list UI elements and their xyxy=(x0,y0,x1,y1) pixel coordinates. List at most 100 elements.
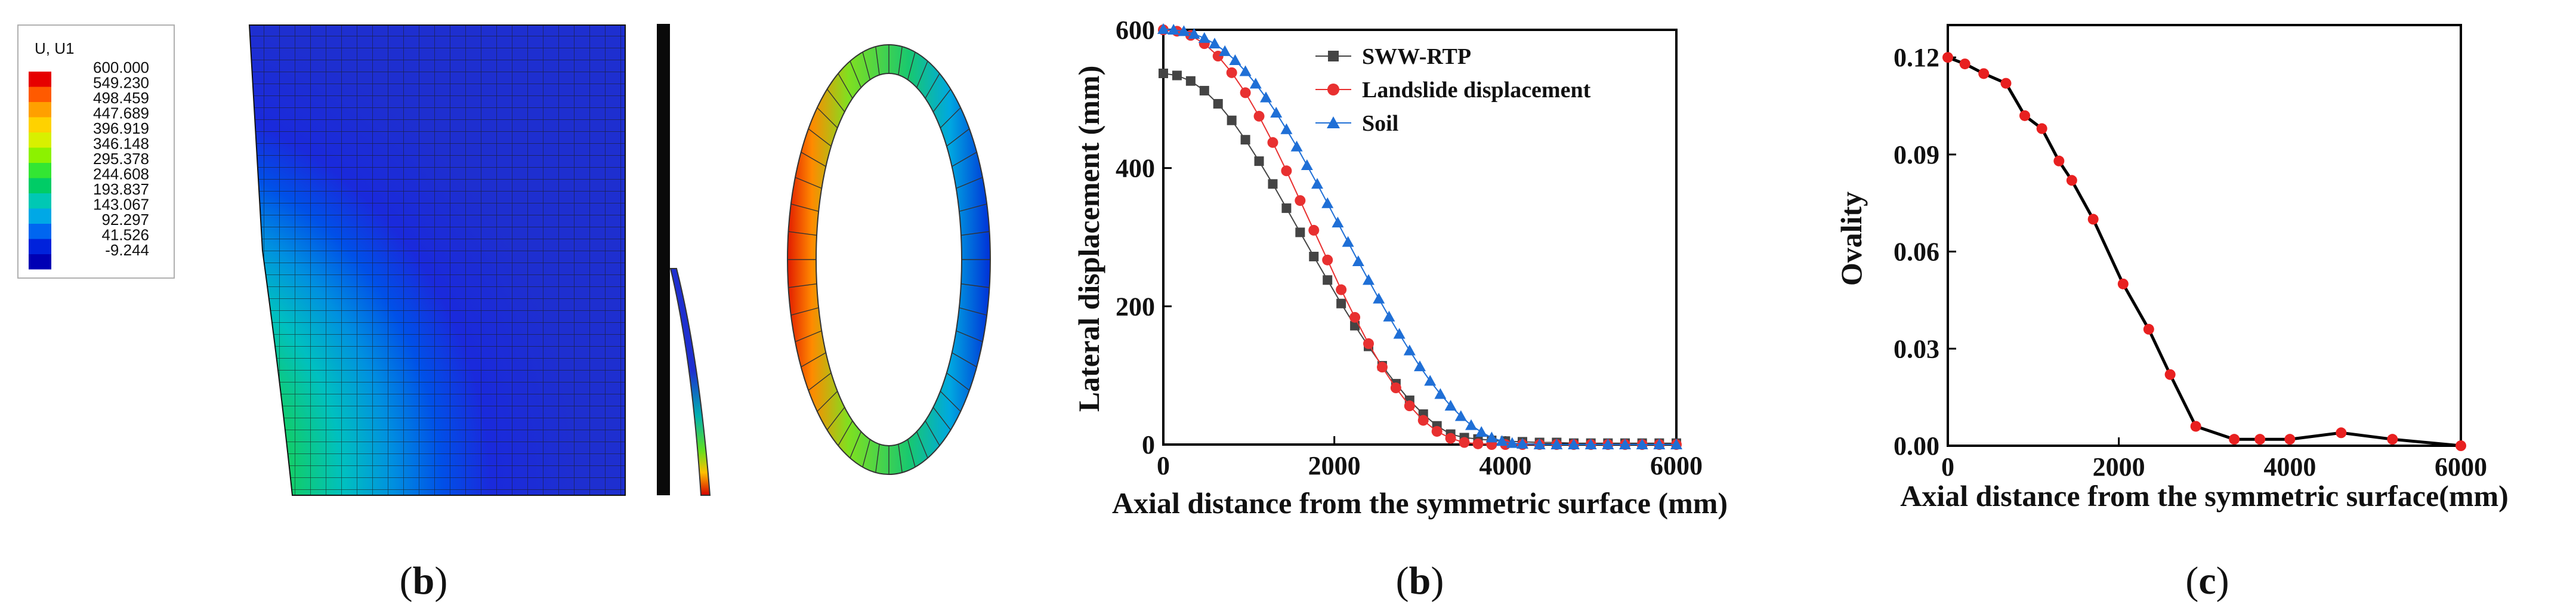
data-point-circle xyxy=(2190,421,2201,432)
data-point-triangle xyxy=(1670,439,1682,449)
ring-mesh-lines xyxy=(787,45,990,474)
data-point-square xyxy=(1281,203,1292,213)
data-point-triangle xyxy=(1506,437,1518,448)
data-point-triangle xyxy=(1239,65,1252,76)
color-bar-swatch xyxy=(29,132,51,148)
contour-level-label: 143.067 xyxy=(93,196,149,214)
chart-b-xlabel: Axial distance from the symmetric surfac… xyxy=(1112,486,1728,520)
chart-b-legend: SWW-RTP Landslide displacement Soil xyxy=(1315,44,1591,136)
data-point-triangle xyxy=(1249,78,1262,89)
caption-a: (b) xyxy=(400,559,448,603)
caption-b-letter: b xyxy=(1409,559,1431,603)
contour-level-label: 41.526 xyxy=(101,226,149,244)
legend-marker-landslide xyxy=(1327,84,1339,95)
data-point-circle xyxy=(2254,434,2266,445)
contour-color-bar: 600.000549.230498.459447.689396.919346.1… xyxy=(29,58,149,270)
chart-b-ylabel: Lateral displacement (mm) xyxy=(1072,66,1105,412)
data-point-triangle xyxy=(1636,439,1648,449)
contour-level-label: 346.148 xyxy=(93,135,149,153)
data-point-circle xyxy=(2066,175,2077,186)
data-point-circle xyxy=(1404,400,1415,412)
chart-b-series xyxy=(1157,23,1682,450)
mesh-grid-overlay xyxy=(248,24,626,496)
contour-level-label: -9.244 xyxy=(105,241,149,259)
color-bar-swatch xyxy=(29,102,51,118)
data-point-triangle xyxy=(1219,45,1231,56)
x-tick-label: 4000 xyxy=(1479,451,1531,480)
data-point-circle xyxy=(2053,155,2065,166)
x-tick-label: 4000 xyxy=(2263,452,2316,482)
y-tick-label: 400 xyxy=(1116,154,1155,183)
data-point-circle xyxy=(2336,427,2347,439)
x-tick-label: 6000 xyxy=(2435,452,2487,482)
data-point-circle xyxy=(1978,68,1990,79)
data-point-triangle xyxy=(1157,23,1169,34)
data-point-circle xyxy=(1363,338,1374,349)
y-tick-label: 600 xyxy=(1116,16,1155,45)
data-point-triangle xyxy=(1342,236,1354,247)
color-bar-swatch xyxy=(29,163,51,178)
data-point-circle xyxy=(1308,224,1320,236)
color-bar-swatch xyxy=(29,193,51,209)
data-point-triangle xyxy=(1260,91,1272,103)
chart-c-xlabel: Axial distance from the symmetric surfac… xyxy=(1900,479,2509,513)
chart-b-ticks: 0 2000 4000 6000 0 200 400 600 xyxy=(1116,16,1703,480)
data-point-triangle xyxy=(1533,439,1546,449)
data-point-triangle xyxy=(1311,178,1323,189)
panel-c: 0 2000 4000 6000 0.00 0.03 0.06 0.09 0.12 Axial … xyxy=(1834,24,2509,603)
data-point-triangle xyxy=(1229,54,1241,65)
data-point-circle xyxy=(1267,137,1278,148)
data-point-triangle xyxy=(1485,431,1498,443)
data-point-circle xyxy=(2387,434,2398,445)
color-bar-swatch xyxy=(29,72,51,87)
panel-a: U, U1 600.000549.230498.459447.689396.91… xyxy=(17,24,991,603)
data-point-square xyxy=(1159,68,1168,78)
y-tick-label: 0.03 xyxy=(1894,334,1939,363)
legend-label-landslide: Landslide displacement xyxy=(1362,78,1591,103)
chart-c-ticks: 0 2000 4000 6000 0.00 0.03 0.06 0.09 0.12 xyxy=(1894,43,2487,482)
legend-marker-sww-rtp xyxy=(1328,51,1339,61)
data-point-circle xyxy=(2019,110,2030,121)
chart-c-frame xyxy=(1947,24,2462,447)
data-point-triangle xyxy=(1602,439,1614,449)
data-point-circle xyxy=(1349,311,1361,323)
data-point-square xyxy=(1336,298,1346,308)
data-point-square xyxy=(1309,251,1319,261)
data-point-triangle xyxy=(1444,400,1457,411)
data-point-triangle xyxy=(1270,107,1283,118)
data-point-circle xyxy=(2087,214,2099,225)
color-bar-swatch xyxy=(29,224,51,239)
data-point-circle xyxy=(2229,434,2240,445)
data-point-triangle xyxy=(1454,410,1467,421)
data-point-circle xyxy=(1942,52,1953,63)
data-point-circle xyxy=(1322,254,1333,266)
data-point-circle xyxy=(2036,123,2047,134)
data-point-triangle xyxy=(1568,439,1580,449)
contour-level-label: 193.837 xyxy=(93,180,149,198)
legend-label-sww-rtp: SWW-RTP xyxy=(1362,44,1471,69)
y-tick-label: 0.00 xyxy=(1894,431,1939,461)
legend-label-soil: Soil xyxy=(1362,111,1398,136)
data-point-circle xyxy=(1459,437,1470,448)
data-point-triangle xyxy=(1280,123,1293,134)
data-point-triangle xyxy=(1584,439,1597,449)
color-bar-swatch xyxy=(29,117,51,132)
data-point-triangle xyxy=(1209,38,1221,49)
data-point-triangle xyxy=(1465,419,1477,430)
data-point-triangle xyxy=(1178,25,1190,36)
data-point-circle xyxy=(2284,434,2296,445)
data-point-triangle xyxy=(1653,439,1666,449)
data-point-circle xyxy=(1959,58,1970,70)
caption-b: (b) xyxy=(1396,559,1444,603)
data-point-circle xyxy=(2455,440,2466,451)
data-point-circle xyxy=(1376,362,1388,373)
contour-level-label: 244.608 xyxy=(93,165,149,183)
data-point-triangle xyxy=(1393,328,1406,339)
data-point-square xyxy=(1323,275,1333,285)
data-point-triangle xyxy=(1198,32,1210,43)
data-point-circle xyxy=(2143,323,2154,335)
data-point-square xyxy=(1350,320,1360,331)
data-point-circle xyxy=(1472,438,1484,449)
data-point-circle xyxy=(1226,67,1237,78)
color-bar-swatch xyxy=(29,147,51,163)
